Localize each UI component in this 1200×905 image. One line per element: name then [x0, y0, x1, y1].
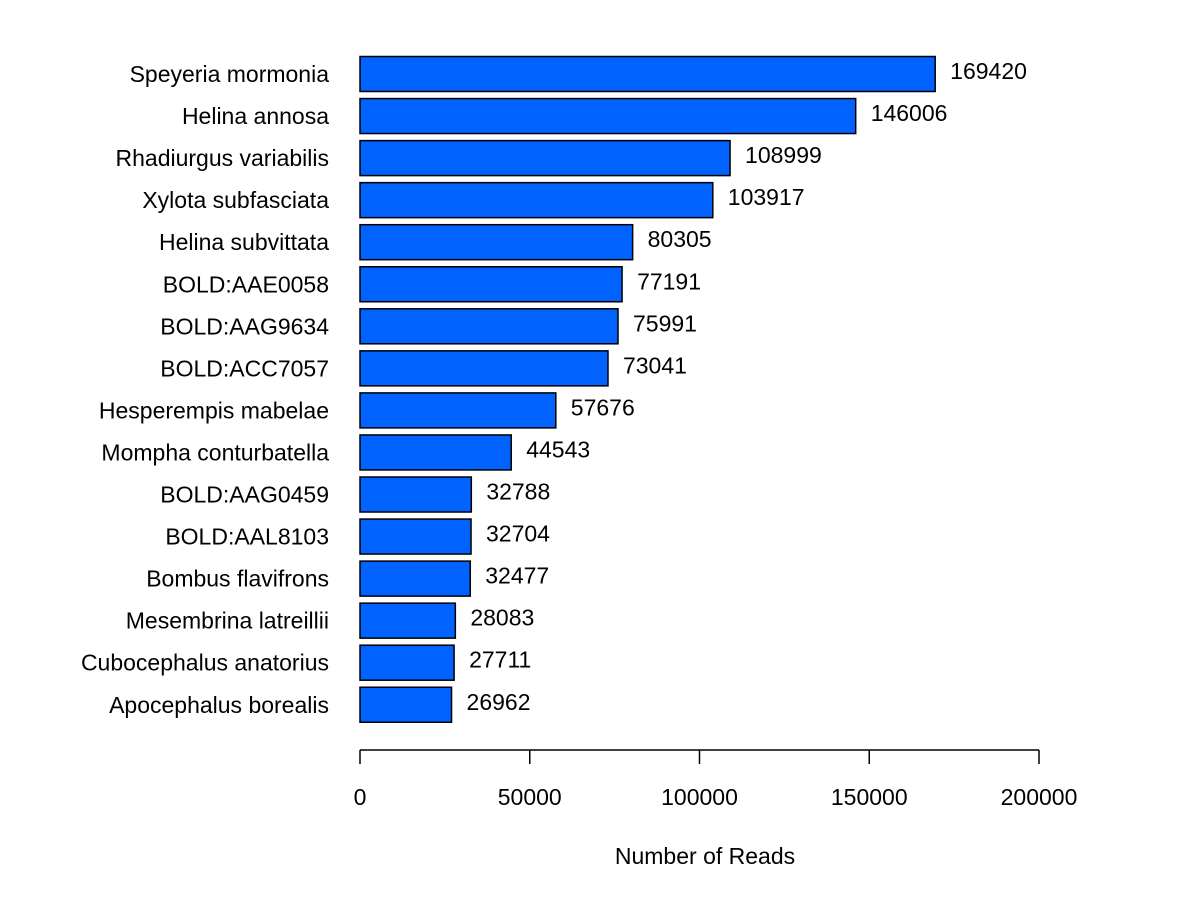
- data-label: 108999: [745, 142, 822, 168]
- category-label: Helina subvittata: [159, 229, 329, 255]
- data-label: 27711: [469, 647, 531, 673]
- data-label: 77191: [637, 268, 701, 294]
- bar: [359, 476, 473, 513]
- data-label: 75991: [633, 310, 697, 336]
- bars-layer: [359, 55, 936, 723]
- bar: [359, 434, 512, 471]
- category-label: Speyeria mormonia: [130, 61, 330, 87]
- bar: [359, 686, 453, 723]
- category-label: BOLD:AAG0459: [160, 482, 329, 508]
- x-tick-label: 50000: [498, 784, 562, 810]
- x-axis: 0 50000 100000 150000 200000: [354, 749, 1078, 810]
- data-label: 73041: [623, 352, 687, 378]
- bar: [359, 266, 623, 303]
- x-tick-label: 150000: [831, 784, 908, 810]
- category-label: Mesembrina latreillii: [126, 608, 329, 634]
- category-label: Mompha conturbatella: [101, 439, 329, 465]
- category-label: BOLD:AAE0058: [163, 271, 329, 297]
- x-tick-label: 100000: [661, 784, 738, 810]
- bar: [359, 308, 619, 345]
- data-label: 57676: [571, 394, 635, 420]
- bar: [359, 602, 457, 639]
- data-label: 44543: [526, 436, 590, 462]
- category-label: Xylota subfasciata: [142, 187, 329, 213]
- data-label: 32704: [486, 521, 550, 547]
- bar: [359, 223, 634, 261]
- data-label: 26962: [467, 689, 531, 715]
- category-label: Hesperempis mabelae: [99, 397, 329, 423]
- category-label: Helina annosa: [182, 103, 329, 129]
- data-label: 103917: [728, 184, 805, 210]
- category-label: Cubocephalus anatorius: [81, 650, 329, 676]
- category-label: Rhadiurgus variabilis: [116, 145, 330, 171]
- x-axis-title: Number of Reads: [615, 843, 795, 869]
- bar: [359, 350, 609, 387]
- bar: [359, 55, 936, 93]
- category-label: Bombus flavifrons: [146, 566, 329, 592]
- category-label: Apocephalus borealis: [109, 692, 329, 718]
- bar: [359, 644, 455, 681]
- data-label: 32788: [486, 479, 550, 505]
- category-labels-layer: Speyeria mormonia Helina annosa Rhadiurgus…: [81, 61, 329, 718]
- x-tick-label: 0: [354, 784, 367, 810]
- bar: [359, 560, 472, 597]
- bar: [359, 181, 714, 219]
- data-label: 28083: [470, 605, 534, 631]
- category-label: BOLD:AAL8103: [165, 524, 329, 550]
- data-label: 146006: [871, 100, 948, 126]
- bar: [359, 97, 857, 135]
- category-label: BOLD:ACC7057: [160, 355, 329, 381]
- x-tick-label: 200000: [1001, 784, 1078, 810]
- bar: [359, 518, 472, 555]
- data-label: 80305: [648, 226, 712, 252]
- bar: [359, 392, 557, 429]
- data-label: 32477: [485, 563, 549, 589]
- data-label: 169420: [950, 58, 1027, 84]
- category-label: BOLD:AAG9634: [160, 313, 329, 339]
- bar: [359, 139, 731, 177]
